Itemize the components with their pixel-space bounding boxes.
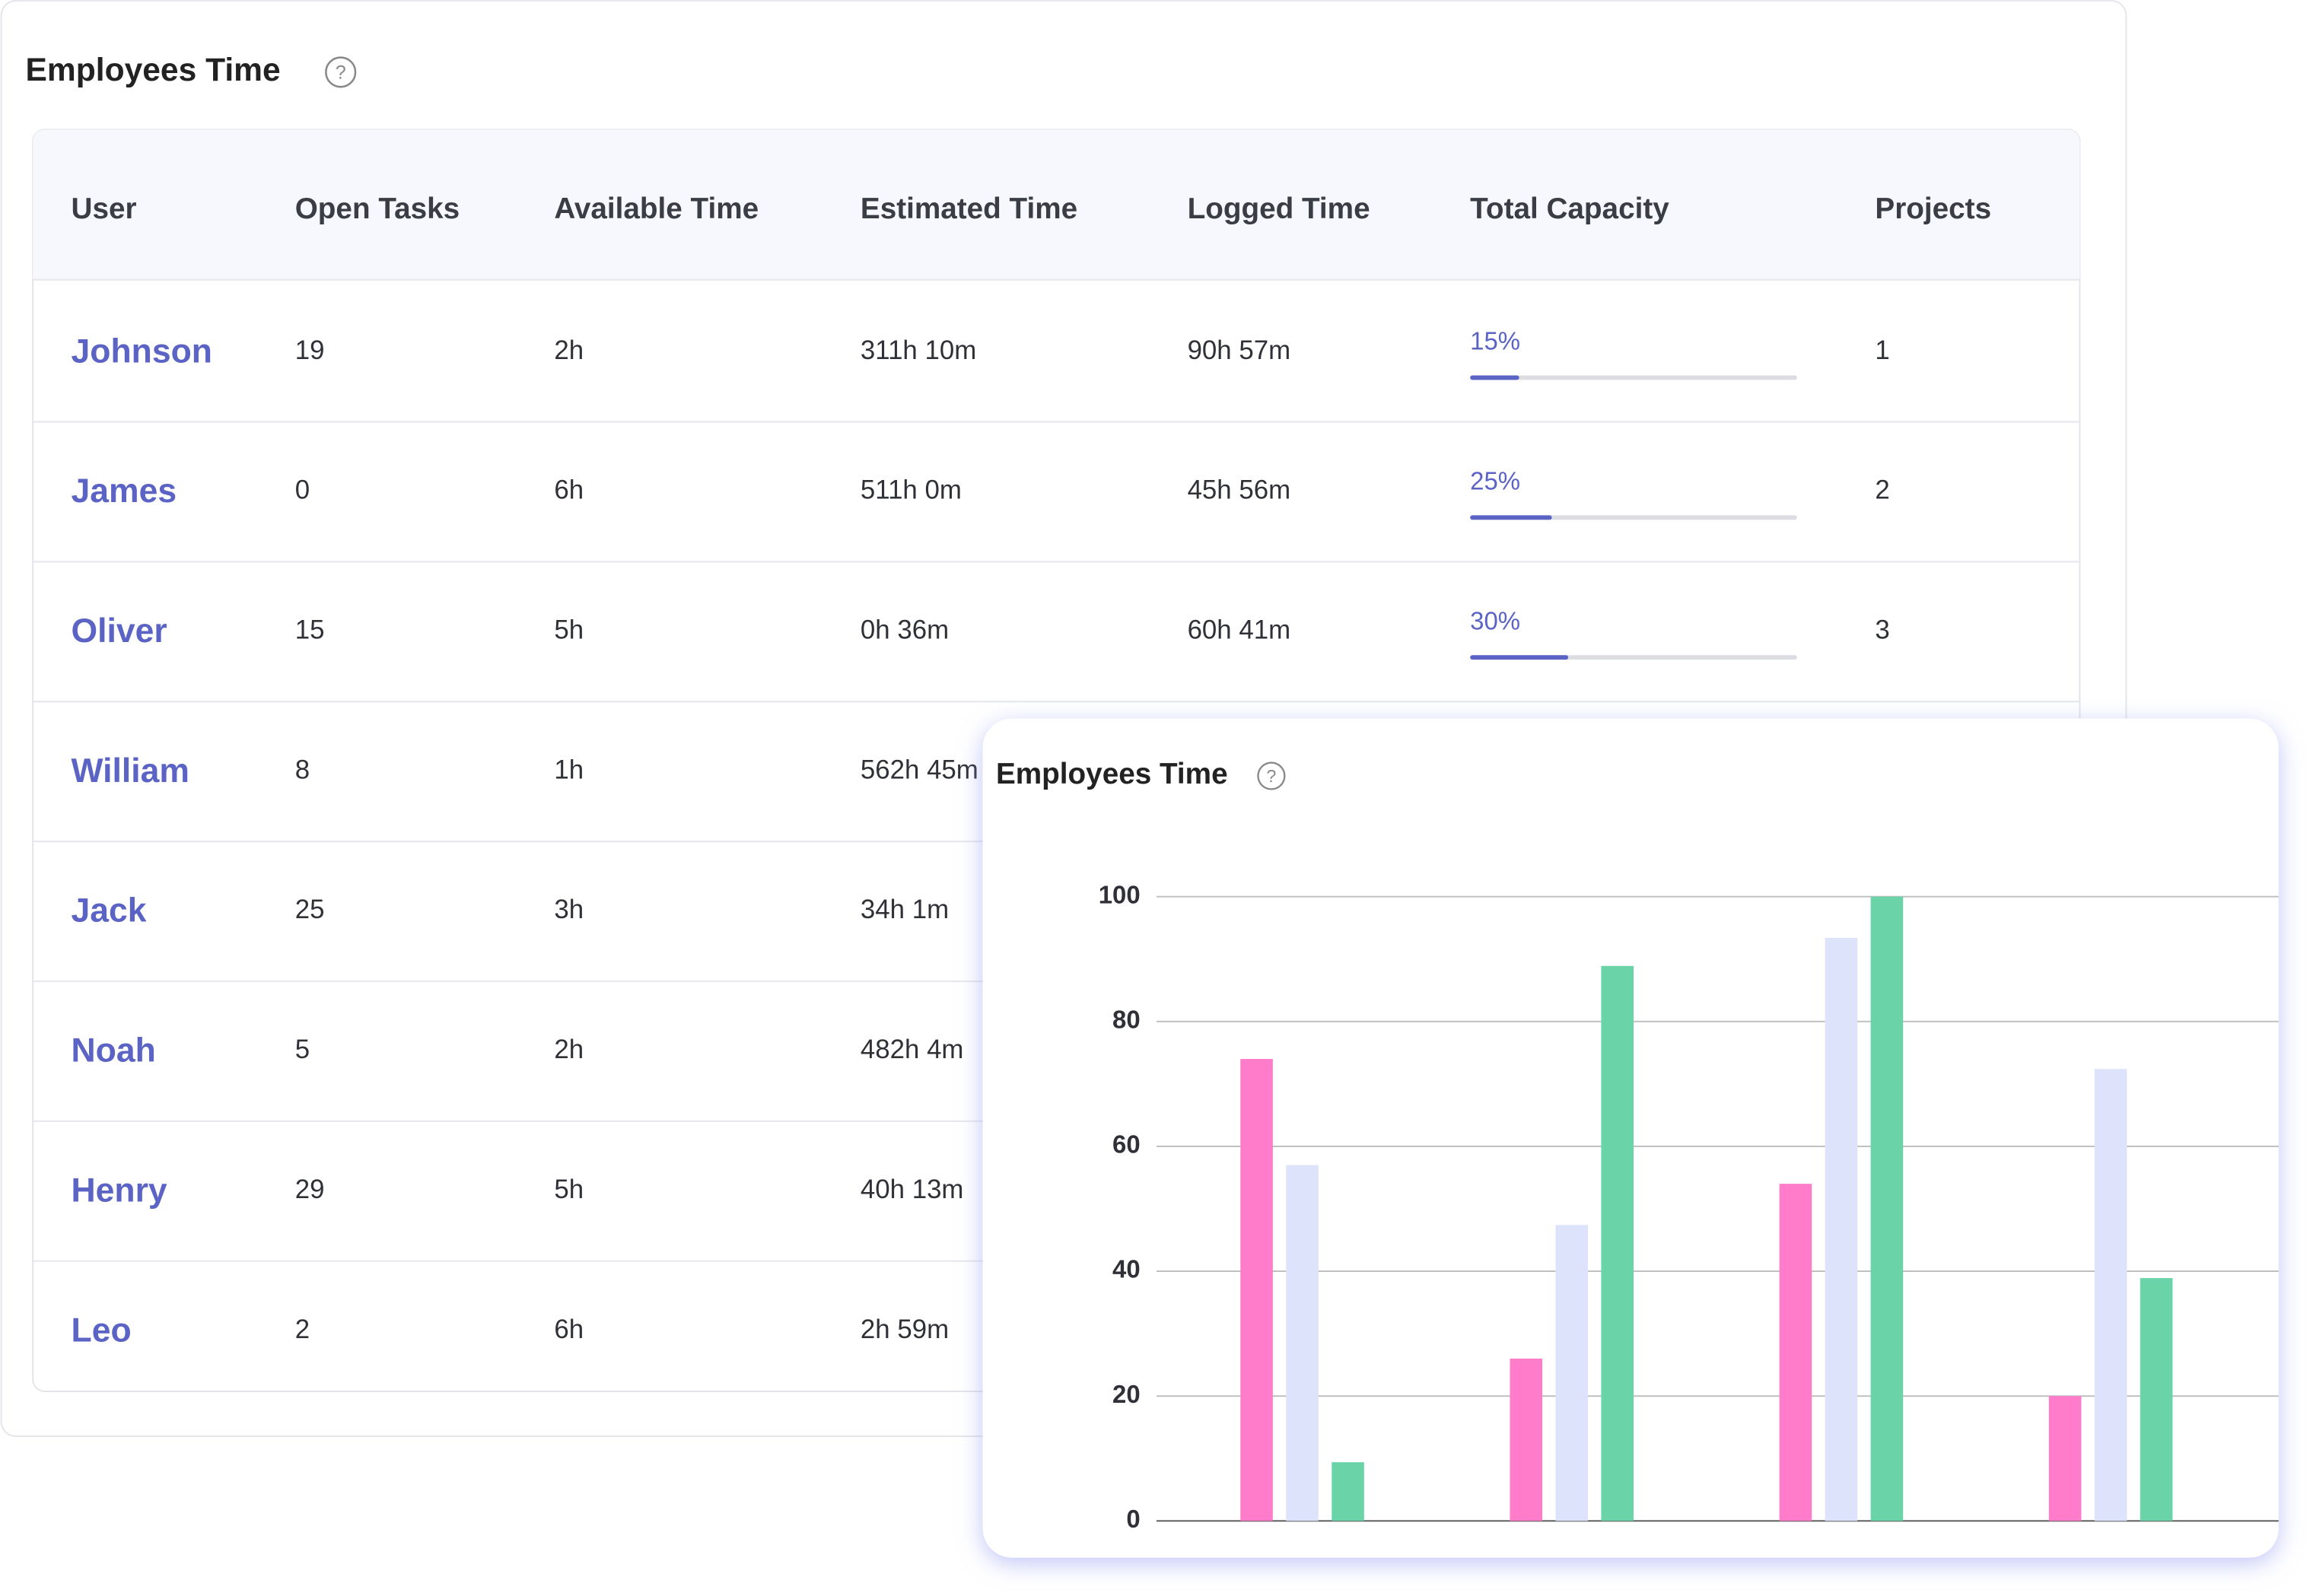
user-link[interactable]: James <box>72 472 177 510</box>
cell: 2h 59m <box>861 1315 949 1344</box>
chart-card: Employees Time ? 0 20 40 60 80 100 <box>982 718 2279 1558</box>
cell: 0 <box>295 475 310 505</box>
cell: 6h <box>554 1315 584 1344</box>
cell: 34h 1m <box>861 895 949 924</box>
bar <box>1240 1059 1273 1521</box>
help-icon[interactable] <box>325 56 357 88</box>
column-header: User <box>72 192 137 225</box>
column-header: Estimated Time <box>861 192 1077 225</box>
cell: 2 <box>1875 475 1889 505</box>
bar <box>2048 1396 2082 1521</box>
cell: 562h 45m <box>861 755 978 784</box>
capacity-label: 15% <box>1470 327 1520 355</box>
bar <box>1555 1225 1589 1521</box>
y-tick-label: 0 <box>1126 1505 1140 1533</box>
y-tick-label: 100 <box>1099 880 1141 908</box>
column-header: Total Capacity <box>1470 192 1669 225</box>
cell: 482h 4m <box>861 1035 964 1064</box>
cell: 5h <box>554 1175 584 1204</box>
help-icon-glyph: ? <box>336 62 346 83</box>
cell: 6h <box>554 475 584 505</box>
cell: 511h 0m <box>861 475 962 505</box>
y-tick-label: 20 <box>1112 1380 1141 1408</box>
capacity-label: 25% <box>1470 467 1520 495</box>
help-icon[interactable] <box>1257 761 1286 790</box>
cell: 19 <box>295 335 325 365</box>
help-icon-glyph: ? <box>1266 766 1276 786</box>
cell: 5 <box>295 1035 310 1064</box>
user-link[interactable]: Jack <box>72 892 147 930</box>
bar <box>2094 1069 2127 1521</box>
bar <box>1601 965 1634 1521</box>
column-header: Logged Time <box>1188 192 1370 225</box>
cell: 311h 10m <box>861 335 976 365</box>
card-title: Employees Time <box>26 52 281 88</box>
cell: 3h <box>554 895 584 924</box>
cell: 40h 13m <box>861 1175 964 1204</box>
cell: 29 <box>295 1175 325 1204</box>
column-header: Projects <box>1875 192 1991 225</box>
cell: 2 <box>295 1315 310 1344</box>
capacity-bar <box>1470 515 1552 520</box>
cell: 1 <box>1875 335 1889 365</box>
user-link[interactable]: Leo <box>72 1311 132 1349</box>
cell: 60h 41m <box>1188 615 1291 645</box>
column-header: Open Tasks <box>295 192 460 225</box>
cell: 5h <box>554 615 584 645</box>
user-link[interactable]: Johnson <box>72 332 212 370</box>
column-header: Available Time <box>554 192 759 225</box>
cell: 15 <box>295 615 325 645</box>
capacity-track <box>1470 515 1797 520</box>
cell: 2h <box>554 1035 584 1064</box>
bar <box>1286 1165 1319 1521</box>
cell: 2h <box>554 335 584 365</box>
y-tick-label: 80 <box>1112 1005 1141 1033</box>
table-header-bg <box>33 129 2080 280</box>
y-tick-label: 40 <box>1112 1255 1141 1283</box>
capacity-bar <box>1470 655 1569 660</box>
bar <box>1332 1462 1364 1521</box>
user-link[interactable]: Henry <box>72 1172 167 1209</box>
bar <box>1870 896 1904 1521</box>
capacity-bar <box>1470 375 1519 380</box>
cell: 25 <box>295 895 325 924</box>
chart-title: Employees Time <box>996 758 1228 790</box>
cell: 0h 36m <box>861 615 949 645</box>
user-link[interactable]: William <box>72 752 189 790</box>
user-link[interactable]: Oliver <box>72 612 167 650</box>
cell: 90h 57m <box>1188 335 1291 365</box>
cell: 1h <box>554 755 584 784</box>
bar <box>1779 1184 1812 1521</box>
cell: 45h 56m <box>1188 475 1291 505</box>
bar <box>1825 937 1858 1521</box>
bar <box>1510 1358 1543 1521</box>
capacity-track <box>1470 375 1797 380</box>
y-tick-label: 60 <box>1112 1130 1141 1159</box>
bar <box>2140 1278 2173 1521</box>
cell: 3 <box>1875 615 1889 645</box>
user-link[interactable]: Noah <box>72 1032 156 1070</box>
capacity-label: 30% <box>1470 606 1520 634</box>
cell: 8 <box>295 755 310 784</box>
